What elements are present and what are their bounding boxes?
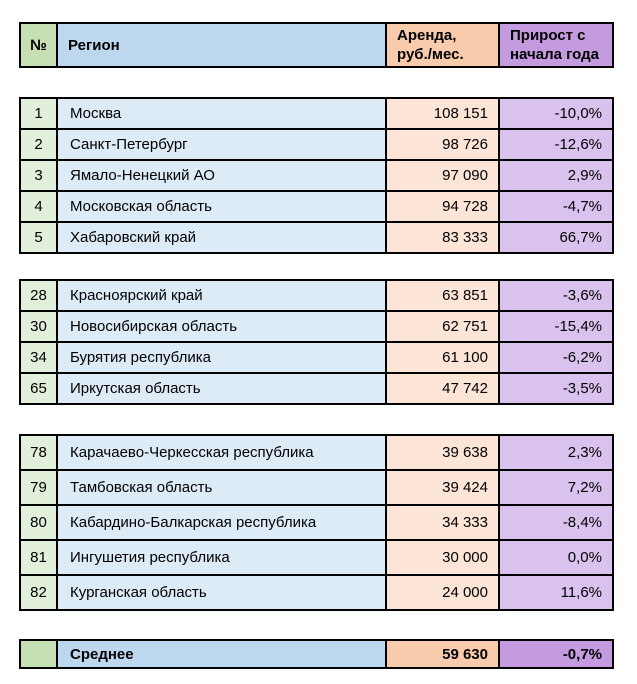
growth-value-cell: 11,6% [498,574,614,611]
table-row: 4 Московская область 94 728 -4,7% [19,190,614,223]
region-name-cell: Хабаровский край [56,221,387,254]
mid-regions-table: 28 Красноярский край 63 851 -3,6% 30 Нов… [19,279,614,405]
rent-value-cell: 39 638 [385,434,500,471]
region-name-cell: Иркутская область [56,372,387,405]
rank-cell: 81 [19,539,58,576]
growth-value-cell: -3,6% [498,279,614,312]
summary-growth-cell: -0,7% [498,639,614,669]
top-regions-table: 1 Москва 108 151 -10,0% 2 Санкт-Петербур… [19,97,614,254]
rent-value-cell: 47 742 [385,372,500,405]
growth-value-cell: -10,0% [498,97,614,130]
growth-value-cell: -3,5% [498,372,614,405]
rent-value-cell: 24 000 [385,574,500,611]
table-row: 65 Иркутская область 47 742 -3,5% [19,372,614,405]
table-row: 78 Карачаево-Черкесская республика 39 63… [19,434,614,471]
growth-value-cell: 66,7% [498,221,614,254]
rank-cell: 78 [19,434,58,471]
region-name-cell: Ямало-Ненецкий АО [56,159,387,192]
rank-cell: 82 [19,574,58,611]
growth-value-cell: -8,4% [498,504,614,541]
table-row: 80 Кабардино-Балкарская республика 34 33… [19,504,614,541]
rent-value-cell: 34 333 [385,504,500,541]
table-row: 3 Ямало-Ненецкий АО 97 090 2,9% [19,159,614,192]
table-row: 34 Бурятия республика 61 100 -6,2% [19,341,614,374]
rank-cell: 30 [19,310,58,343]
rent-value-cell: 61 100 [385,341,500,374]
growth-value-cell: 0,0% [498,539,614,576]
growth-value-cell: -12,6% [498,128,614,161]
rank-cell: 65 [19,372,58,405]
region-name-cell: Тамбовская область [56,469,387,506]
rank-cell: 34 [19,341,58,374]
growth-value-cell: 2,3% [498,434,614,471]
header-table: № Регион Аренда, руб./мес. Прирост с нач… [19,22,614,68]
summary-row: Среднее 59 630 -0,7% [19,639,614,669]
growth-value-cell: 7,2% [498,469,614,506]
growth-value-cell: 2,9% [498,159,614,192]
col-header-region: Регион [56,22,387,68]
rank-cell: 28 [19,279,58,312]
bottom-regions-table: 78 Карачаево-Черкесская республика 39 63… [19,434,614,611]
summary-table: Среднее 59 630 -0,7% [19,639,614,669]
growth-value-cell: -4,7% [498,190,614,223]
rent-value-cell: 83 333 [385,221,500,254]
rent-value-cell: 97 090 [385,159,500,192]
rank-cell: 5 [19,221,58,254]
region-name-cell: Ингушетия республика [56,539,387,576]
rent-value-cell: 94 728 [385,190,500,223]
table-row: 79 Тамбовская область 39 424 7,2% [19,469,614,506]
rent-value-cell: 98 726 [385,128,500,161]
region-name-cell: Курганская область [56,574,387,611]
summary-empty-cell [19,639,58,669]
rank-cell: 80 [19,504,58,541]
rent-value-cell: 39 424 [385,469,500,506]
rent-value-cell: 62 751 [385,310,500,343]
growth-value-cell: -6,2% [498,341,614,374]
rank-cell: 3 [19,159,58,192]
table-row: 82 Курганская область 24 000 11,6% [19,574,614,611]
region-name-cell: Красноярский край [56,279,387,312]
col-header-rent: Аренда, руб./мес. [385,22,500,68]
table-row: 28 Красноярский край 63 851 -3,6% [19,279,614,312]
summary-rent-cell: 59 630 [385,639,500,669]
region-name-cell: Карачаево-Черкесская республика [56,434,387,471]
rent-value-cell: 63 851 [385,279,500,312]
col-header-num: № [19,22,58,68]
table-row: 2 Санкт-Петербург 98 726 -12,6% [19,128,614,161]
growth-value-cell: -15,4% [498,310,614,343]
region-name-cell: Бурятия республика [56,341,387,374]
table-row: 30 Новосибирская область 62 751 -15,4% [19,310,614,343]
table-row: 81 Ингушетия республика 30 000 0,0% [19,539,614,576]
table-row: 5 Хабаровский край 83 333 66,7% [19,221,614,254]
header-row: № Регион Аренда, руб./мес. Прирост с нач… [19,22,614,68]
region-name-cell: Московская область [56,190,387,223]
region-name-cell: Новосибирская область [56,310,387,343]
rank-cell: 79 [19,469,58,506]
region-name-cell: Москва [56,97,387,130]
summary-label-cell: Среднее [56,639,387,669]
rank-cell: 2 [19,128,58,161]
table-row: 1 Москва 108 151 -10,0% [19,97,614,130]
region-name-cell: Санкт-Петербург [56,128,387,161]
rank-cell: 1 [19,97,58,130]
rank-cell: 4 [19,190,58,223]
rent-value-cell: 108 151 [385,97,500,130]
col-header-growth: Прирост с начала года [498,22,614,68]
region-name-cell: Кабардино-Балкарская республика [56,504,387,541]
rent-value-cell: 30 000 [385,539,500,576]
